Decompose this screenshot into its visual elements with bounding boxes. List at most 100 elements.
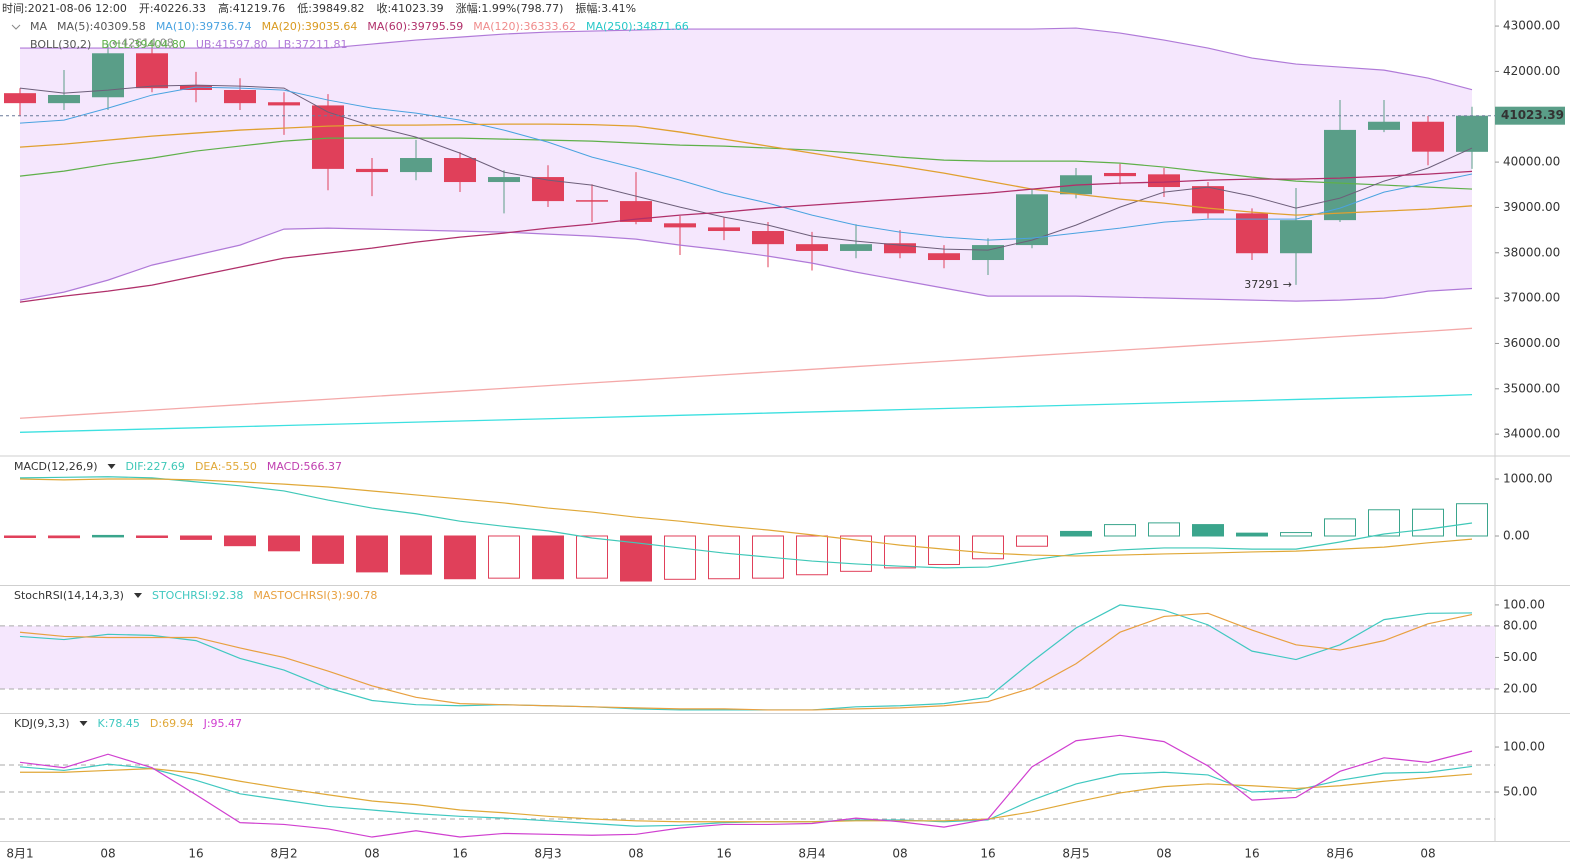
x-tick-label: 08 bbox=[1420, 847, 1435, 860]
candle-body bbox=[928, 253, 960, 261]
candle-body bbox=[1324, 129, 1356, 221]
y-tick-label: 50.00 bbox=[1503, 785, 1537, 799]
ma-line bbox=[19, 123, 1473, 216]
x-tick-label: 08 bbox=[892, 847, 907, 860]
ma-line bbox=[19, 327, 1473, 419]
candle-body bbox=[664, 223, 696, 228]
legend-entry: D:69.94 bbox=[150, 717, 194, 730]
info-text: 开:40226.33 bbox=[139, 2, 206, 15]
panel-title: StochRSI(14,14,3,3) bbox=[14, 589, 124, 602]
macd-bar bbox=[1456, 503, 1488, 537]
y-tick-label: 0.00 bbox=[1503, 528, 1530, 542]
macd-bar bbox=[1324, 518, 1356, 537]
y-tick-label: 100.00 bbox=[1503, 597, 1545, 611]
legend-entry: MASTOCHRSI(3):90.78 bbox=[253, 589, 377, 602]
dropdown-icon[interactable] bbox=[79, 721, 88, 726]
legend-entry: MA(20):39035.64 bbox=[262, 20, 358, 33]
boll-line bbox=[19, 227, 1473, 302]
candle-body bbox=[400, 158, 432, 173]
legend-entry: BOLL:39404.80 bbox=[101, 38, 185, 51]
ma-line bbox=[19, 84, 1473, 251]
y-tick-label: 43000.00 bbox=[1503, 19, 1560, 33]
macd-bar bbox=[840, 535, 872, 572]
candle-body bbox=[620, 201, 652, 222]
panel-title: MACD(12,26,9) bbox=[14, 460, 98, 473]
candle-body bbox=[796, 244, 828, 251]
x-tick-label: 8月2 bbox=[270, 847, 297, 860]
candle-body bbox=[1456, 115, 1488, 152]
candle-body bbox=[444, 158, 476, 183]
x-tick-label: 8月1 bbox=[6, 847, 33, 860]
legend-entry: MA(60):39795.59 bbox=[367, 20, 463, 33]
y-tick-label: 80.00 bbox=[1503, 618, 1537, 632]
indicator-line bbox=[19, 612, 1473, 711]
macd-bar bbox=[48, 535, 80, 539]
indicator-line bbox=[19, 478, 1473, 557]
legend-entry: STOCHRSI:92.38 bbox=[152, 589, 243, 602]
candle-body bbox=[1236, 213, 1268, 254]
macd-bar bbox=[1148, 522, 1180, 537]
candle-body bbox=[1104, 172, 1136, 177]
level-band bbox=[0, 625, 1495, 689]
legend-entry: MA(250):34871.66 bbox=[586, 20, 689, 33]
candle-body bbox=[48, 94, 80, 104]
candle-body bbox=[136, 53, 168, 89]
macd-bar bbox=[356, 535, 388, 573]
candle-body bbox=[576, 200, 608, 202]
candle-body bbox=[1148, 174, 1180, 188]
macd-bar bbox=[444, 535, 476, 580]
macd-bar bbox=[532, 535, 564, 580]
macd-bar bbox=[4, 535, 36, 538]
macd-bar bbox=[92, 534, 124, 538]
candle-body bbox=[708, 227, 740, 232]
candle-body bbox=[224, 90, 256, 104]
info-text: 收:41023.39 bbox=[376, 1, 443, 15]
macd-bar bbox=[268, 535, 300, 552]
y-tick-label: 34000.00 bbox=[1503, 427, 1560, 441]
extreme-label: ←42614.08 bbox=[112, 37, 174, 50]
legend-entry: UB:41597.80 bbox=[196, 38, 268, 51]
x-tick-label: 08 bbox=[100, 847, 115, 860]
ma-line bbox=[19, 170, 1473, 303]
y-tick-label: 38000.00 bbox=[1503, 245, 1560, 259]
macd-bar bbox=[576, 535, 608, 579]
legend-title: BOLL(30,2) bbox=[30, 38, 91, 51]
y-tick-label: 36000.00 bbox=[1503, 336, 1560, 350]
macd-bar bbox=[664, 535, 696, 580]
extreme-label: 37291 → bbox=[1244, 278, 1292, 291]
macd-bar bbox=[180, 535, 212, 540]
x-tick-label: 08 bbox=[364, 847, 379, 860]
legend-entry: J:95.47 bbox=[203, 717, 242, 730]
collapse-icon[interactable] bbox=[11, 24, 21, 30]
candle-body bbox=[1280, 220, 1312, 254]
macd-bar bbox=[1368, 509, 1400, 537]
dropdown-icon[interactable] bbox=[133, 593, 142, 598]
x-tick-label: 8月3 bbox=[534, 847, 561, 860]
macd-bar bbox=[1192, 524, 1224, 537]
y-tick-label: 37000.00 bbox=[1503, 291, 1560, 305]
ma-line bbox=[19, 86, 1473, 241]
x-tick-label: 8月6 bbox=[1326, 847, 1353, 860]
y-tick-label: 1000.00 bbox=[1503, 471, 1553, 485]
macd-bar bbox=[1280, 532, 1312, 537]
macd-bar bbox=[1016, 535, 1048, 547]
ma-line bbox=[19, 393, 1473, 433]
dropdown-icon[interactable] bbox=[107, 464, 116, 469]
info-text: 振幅:3.41% bbox=[575, 1, 636, 15]
macd-bar bbox=[1104, 524, 1136, 537]
info-text: 时间:2021-08-06 12:00 bbox=[2, 2, 127, 15]
y-tick-label: 42000.00 bbox=[1503, 64, 1560, 78]
legend-entry: MA(5):40309.58 bbox=[57, 20, 146, 33]
candle-body bbox=[752, 231, 784, 245]
macd-bar bbox=[972, 535, 1004, 560]
candle-body bbox=[1412, 121, 1444, 152]
candle-body bbox=[972, 245, 1004, 261]
indicator-line bbox=[19, 476, 1473, 569]
legend-entry: DEA:-55.50 bbox=[195, 460, 257, 473]
candle-body bbox=[312, 105, 344, 169]
macd-bar bbox=[884, 535, 916, 569]
candle-body bbox=[488, 177, 520, 183]
panel-title: KDJ(9,3,3) bbox=[14, 717, 70, 730]
legend-entry: K:78.45 bbox=[98, 717, 140, 730]
